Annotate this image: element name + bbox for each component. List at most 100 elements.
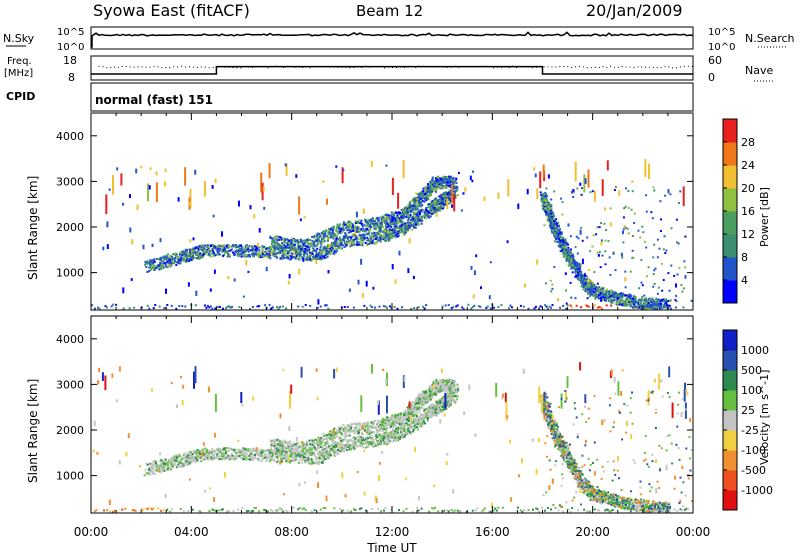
scatter-cell bbox=[404, 222, 407, 225]
scatter-cell bbox=[344, 232, 347, 235]
scatter-cell bbox=[370, 508, 373, 510]
scatter-cell bbox=[140, 508, 143, 511]
scatter-cell bbox=[417, 199, 420, 202]
scatter-cell bbox=[564, 239, 567, 242]
scatter-cell bbox=[623, 207, 626, 210]
scatter-cell bbox=[433, 201, 435, 204]
scatter-cell bbox=[354, 222, 357, 224]
scatter-cell bbox=[541, 204, 544, 207]
scatter-cell bbox=[544, 204, 547, 207]
scatter-cell bbox=[474, 509, 477, 512]
scatter-cell bbox=[253, 249, 256, 252]
scatter-cell bbox=[361, 234, 364, 236]
scatter-cell bbox=[271, 510, 274, 513]
scatter-cell bbox=[637, 302, 640, 305]
scatter-cell bbox=[144, 468, 147, 471]
scatter-cell bbox=[617, 296, 620, 299]
scatter-cell bbox=[257, 252, 260, 255]
scatter-cell bbox=[196, 251, 198, 254]
scatter-cell bbox=[445, 197, 448, 200]
scatter-cell bbox=[391, 218, 394, 222]
scatter-cell bbox=[370, 237, 372, 240]
scatter-cell bbox=[497, 506, 500, 509]
scatter-cell bbox=[480, 510, 483, 513]
scatter-cell bbox=[386, 218, 389, 221]
scatter-cell bbox=[612, 298, 615, 301]
scatter-cell bbox=[436, 176, 439, 179]
scatter-cell bbox=[619, 299, 622, 302]
scatter-cell bbox=[298, 196, 301, 215]
scatter-cell bbox=[284, 245, 287, 248]
scatter-cell bbox=[153, 463, 156, 466]
scatter-cell bbox=[241, 252, 244, 255]
scatter-cell bbox=[208, 246, 211, 249]
scatter-cell bbox=[338, 228, 341, 231]
scatter-cell bbox=[418, 193, 421, 196]
scatter-cell bbox=[412, 211, 415, 214]
scatter-cell bbox=[431, 200, 433, 203]
scatter-cell bbox=[182, 257, 185, 260]
scatter-cell bbox=[376, 216, 379, 219]
scatter-cell bbox=[280, 254, 283, 257]
scatter-cell bbox=[151, 265, 154, 267]
scatter-cell bbox=[581, 239, 584, 242]
scatter-cell bbox=[399, 225, 402, 228]
scatter-cell bbox=[347, 237, 349, 240]
scatter-cell bbox=[360, 239, 363, 242]
scatter-cell bbox=[155, 467, 158, 470]
scatter-cell bbox=[597, 294, 600, 296]
scatter-cell bbox=[128, 307, 131, 310]
scatter-cell bbox=[288, 246, 291, 249]
scatter-cell bbox=[361, 293, 364, 298]
scatter-cell bbox=[315, 259, 318, 264]
scatter-cell bbox=[456, 509, 459, 512]
scatter-cell bbox=[542, 164, 545, 178]
scatter-cell bbox=[342, 225, 345, 228]
scatter-cell bbox=[295, 239, 298, 242]
scatter-cell bbox=[278, 238, 281, 241]
scatter-cell bbox=[394, 235, 397, 238]
scatter-cell bbox=[404, 232, 407, 235]
scatter-cell bbox=[637, 301, 640, 304]
scatter-cell bbox=[384, 221, 387, 224]
scatter-cell bbox=[644, 300, 647, 303]
scatter-cell bbox=[501, 506, 504, 509]
scatter-cell bbox=[165, 288, 167, 294]
scatter-cell bbox=[290, 255, 293, 258]
scatter-cell bbox=[377, 221, 380, 224]
scatter-cell bbox=[401, 208, 404, 211]
scatter-cell bbox=[542, 195, 545, 198]
scatter-cell bbox=[565, 307, 568, 310]
scatter-cell bbox=[361, 242, 363, 245]
scatter-cell bbox=[152, 267, 155, 270]
scatter-cell bbox=[235, 249, 238, 252]
scatter-cell bbox=[448, 190, 450, 193]
scatter-cell bbox=[561, 213, 564, 216]
scatter-cell bbox=[431, 190, 434, 193]
scatter-cell bbox=[304, 304, 307, 306]
scatter-cell bbox=[539, 305, 542, 308]
scatter-cell bbox=[313, 245, 316, 248]
scatter-cell bbox=[149, 259, 152, 262]
scatter-cell bbox=[569, 235, 572, 238]
scatter-cell bbox=[112, 175, 114, 195]
scatter-cell bbox=[294, 257, 297, 260]
scatter-cell bbox=[331, 228, 334, 231]
scatter-cell bbox=[607, 297, 610, 300]
scatter-cell bbox=[251, 245, 254, 248]
scatter-cell bbox=[335, 251, 337, 254]
scatter-cell bbox=[423, 190, 426, 193]
scatter-cell bbox=[333, 251, 336, 254]
scatter-cell bbox=[328, 236, 331, 239]
scatter-cell bbox=[237, 254, 240, 256]
scatter-cell bbox=[151, 259, 154, 262]
scatter-cell bbox=[387, 214, 390, 217]
velocity-scatter bbox=[92, 362, 693, 513]
scatter-cell bbox=[369, 229, 372, 232]
scatter-cell bbox=[188, 251, 191, 254]
scatter-cell bbox=[391, 177, 394, 195]
scatter-cell bbox=[632, 298, 634, 300]
scatter-cell bbox=[585, 278, 588, 281]
scatter-cell bbox=[453, 187, 456, 190]
scatter-cell bbox=[562, 510, 565, 513]
